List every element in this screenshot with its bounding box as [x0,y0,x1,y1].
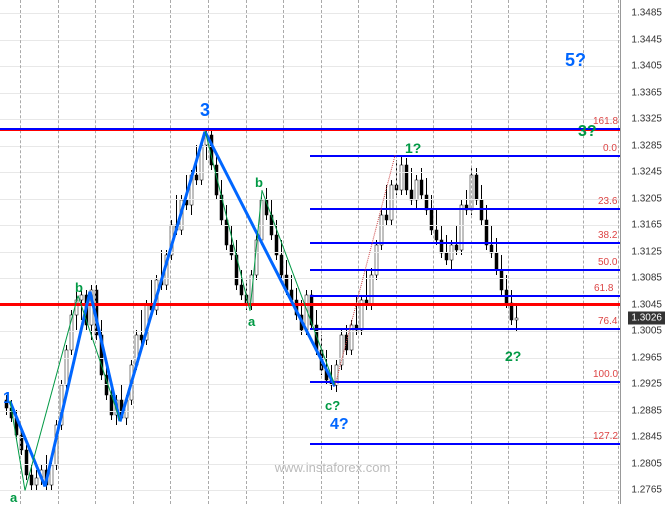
h-gridline [0,358,620,359]
y-tick-label: 1.3285 [631,141,662,152]
y-tick-label: 1.3165 [631,220,662,231]
v-gridline [358,0,359,504]
fib-line [310,242,620,244]
fib-line [310,328,620,330]
v-gridline [133,0,134,504]
wave-label: c? [325,398,340,413]
h-gridline [0,437,620,438]
v-gridline [508,0,509,504]
y-tick-label: 1.2765 [631,485,662,496]
v-gridline [396,0,397,504]
v-gridline [95,0,96,504]
wave-label: b [75,280,83,295]
fib-line [310,269,620,271]
y-tick-label: 1.3365 [631,88,662,99]
v-gridline [208,0,209,504]
wave-label: b [255,175,263,190]
v-gridline [546,0,547,504]
wave-label: a [10,490,17,505]
y-tick-label: 1.3205 [631,194,662,205]
h-gridline [0,384,620,385]
wave-label: a [248,314,255,329]
wave-label: 4? [330,416,349,434]
h-gridline [0,146,620,147]
wave-label: 2? [505,348,521,364]
h-gridline [0,172,620,173]
y-tick-label: 1.2885 [631,406,662,417]
h-gridline [0,199,620,200]
fib-line [310,443,620,445]
fib-line [0,128,620,130]
v-gridline [321,0,322,504]
h-gridline [0,411,620,412]
y-tick-label: 1.3125 [631,247,662,258]
fib-label: 76.4 [598,316,617,327]
y-tick-label: 1.3445 [631,35,662,46]
y-tick-label: 1.2965 [631,353,662,364]
h-gridline [0,331,620,332]
current-price-marker: 1.3026 [628,312,665,325]
y-tick-label: 1.3245 [631,167,662,178]
wave-label: 1? [405,140,421,156]
h-gridline [0,66,620,67]
v-gridline [471,0,472,504]
y-tick-label: 1.2805 [631,459,662,470]
fib-line [310,381,620,383]
y-tick-label: 1.3325 [631,114,662,125]
chart-plot-area: 161.80.023.638.250.061.876.4100.0127.21a… [0,0,620,504]
y-axis: 1.3485 1.3445 1.3405 1.3365 1.3325 1.3285 1.32… [620,0,665,504]
v-gridline [583,0,584,504]
wave-label: 3 [200,100,210,121]
fib-line [310,208,620,210]
fib-label: 100.0 [593,369,618,380]
fib-label: 61.8 [594,283,613,294]
fib-label: 0.0 [603,143,617,154]
y-tick-label: 1.3045 [631,300,662,311]
h-gridline [0,252,620,253]
h-gridline [0,278,620,279]
fib-label: 50.0 [598,257,617,268]
fib-label: 38.2 [598,230,617,241]
fib-label: 161.8 [593,116,618,127]
v-gridline [433,0,434,504]
h-gridline [0,119,620,120]
y-tick-label: 1.3085 [631,273,662,284]
v-gridline [246,0,247,504]
wave-label: 5? [565,50,586,71]
h-gridline [0,225,620,226]
h-gridline [0,93,620,94]
watermark: www.instaforex.com [275,460,391,475]
y-tick-label: 1.2925 [631,379,662,390]
h-gridline [0,490,620,491]
y-tick-label: 1.2845 [631,432,662,443]
y-tick-label: 1.3405 [631,61,662,72]
y-tick-label: 1.3005 [631,326,662,337]
fib-line [310,155,620,157]
fib-label: 127.2 [593,431,618,442]
v-gridline [618,0,619,504]
y-tick-label: 1.3485 [631,8,662,19]
wave-label: 3? [578,123,597,141]
h-gridline [0,40,620,41]
h-gridline [0,13,620,14]
fib-label: 23.6 [598,196,617,207]
